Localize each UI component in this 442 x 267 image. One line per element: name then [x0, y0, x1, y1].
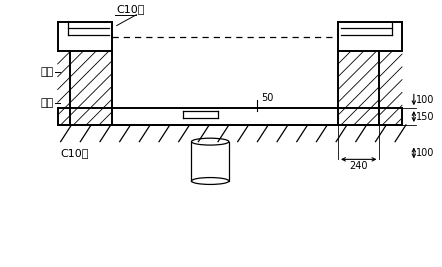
- Text: 100: 100: [416, 148, 434, 158]
- Text: 石层: 石层: [41, 67, 54, 77]
- Text: 50: 50: [261, 93, 274, 103]
- Text: C10砧: C10砧: [117, 4, 145, 14]
- Text: 100: 100: [416, 95, 434, 105]
- Text: 240: 240: [350, 161, 368, 171]
- Text: 150: 150: [416, 112, 434, 121]
- Text: C10砧: C10砧: [61, 148, 89, 158]
- Text: 填实: 填实: [41, 98, 54, 108]
